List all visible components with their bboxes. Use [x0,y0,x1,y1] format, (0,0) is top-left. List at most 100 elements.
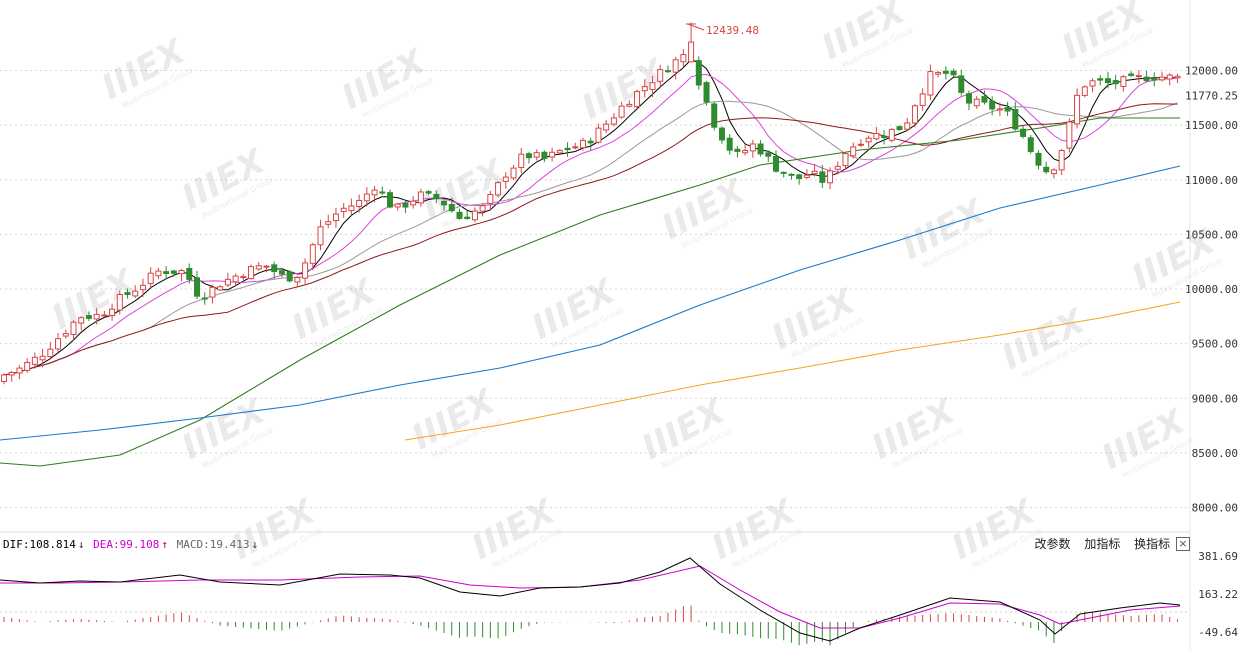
candle-body-up [996,108,1003,111]
dif-line [0,557,1181,642]
candle-body-up [487,193,494,204]
candle-body-up [332,213,339,222]
candle-body-up [1166,74,1173,80]
change-params-button[interactable]: 改参数 [1034,537,1071,551]
candle-body-up [641,86,648,92]
candle-body-up [70,321,77,335]
candle-body-up [634,91,641,108]
candle-body-up [618,105,625,118]
candle-body-up [610,117,617,125]
price-tick-label: 10000.00 [1185,283,1238,296]
candle-body-down [796,174,803,179]
candle-body-up [1,374,7,383]
high-label: 12439.48 [706,24,759,37]
candle-body-down [1012,108,1019,130]
candle-body-down [1097,78,1104,81]
candle-body-down [958,75,965,93]
candle-body-down [541,151,548,159]
candle-body-up [580,139,586,149]
candle-body-up [811,170,818,175]
candle-body-up [255,265,262,270]
candle-body-down [85,315,92,319]
candle-body-down [780,171,787,174]
candle-body-up [842,153,849,167]
add-indicator-button[interactable]: 加指标 [1084,537,1121,551]
candle-body-up [649,82,656,90]
candle-body-up [394,203,401,208]
close-icon: × [1178,537,1188,550]
ma-line [404,301,1181,441]
candle-body-down [726,137,733,151]
candle-body-down [757,143,764,155]
candle-body-down [711,103,718,128]
candle-body-down [1020,128,1027,137]
candle-body-up [109,308,116,316]
candle-body-up [1135,75,1142,78]
macd-panel: 381.69 163.22 -49.64 [0,531,1238,646]
candle-body-up [911,105,918,124]
candle-body-down [441,200,448,206]
price-tick-label: 9500.00 [1192,338,1238,351]
candle-body-up [232,275,239,283]
candle-body-up [217,286,224,291]
price-tick-label: 8000.00 [1192,502,1238,515]
candle-body-up [340,207,347,212]
candle-body-down [1035,152,1042,166]
candle-body-up [1174,75,1181,79]
candle-body-up [749,143,756,152]
dea-arrow-icon: ↑ [161,538,168,551]
candle-body-down [271,264,278,272]
candle-body-down [981,96,988,103]
switch-indicator-button[interactable]: 换指标 [1134,537,1171,551]
candle-body-down [664,70,671,73]
macd-axis: 381.69 163.22 -49.64 [1198,550,1238,639]
candle-body-down [1004,107,1011,112]
dif-arrow-icon: ↓ [77,538,85,551]
candle-body-down [734,148,741,152]
candle-body-down [402,202,409,208]
candle-body-down [695,60,702,86]
candle-body-up [294,277,301,283]
candle-body-up [935,72,942,75]
candle-body-up [502,176,509,182]
candle-body-down [464,216,471,220]
price-tick-label: 11000.00 [1185,174,1238,187]
macd-tick-label: 163.22 [1198,588,1238,601]
macd-arrow-icon: ↓ [251,538,259,551]
candle-body-down [788,173,795,176]
candle-body-up [155,270,162,277]
candle-body-up [371,189,378,196]
candle-body-up [626,103,633,107]
indicator-toolbar: 改参数 加指标 换指标 [1024,535,1196,553]
candle-body-up [116,293,123,311]
candle-body-up [479,205,486,212]
candle-body-up [16,367,23,374]
candle-body-up [139,284,146,291]
ma-line [0,165,1181,441]
price-tick-label: 8500.00 [1192,447,1238,460]
candle-body-down [1027,137,1034,153]
price-tick-label: 10500.00 [1185,228,1238,241]
candle-body-up [39,355,46,361]
candle-body-up [55,338,62,350]
candle-body-up [240,276,247,279]
candle-body-down [1043,166,1050,173]
ma-line [0,117,1180,467]
candle-body-up [533,152,540,158]
macd-histogram [3,605,1178,646]
candle-body-up [873,132,880,140]
high-annotation: 12439.48 [686,23,759,37]
candle-body-up [248,266,255,280]
candle-body-down [124,292,131,296]
candle-body-up [927,70,934,96]
candle-body-down [456,211,463,219]
candle-body-up [1050,169,1057,175]
high-marker-line [687,23,705,31]
close-panel-button[interactable]: × [1176,537,1190,551]
